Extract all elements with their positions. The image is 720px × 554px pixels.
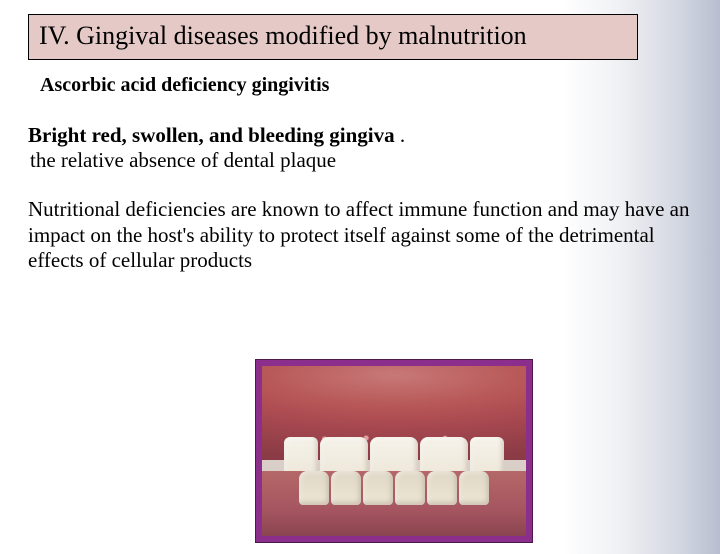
symptom-block: Bright red, swollen, and bleeding gingiv… xyxy=(28,123,678,173)
tooth xyxy=(363,471,393,505)
symptom-line2: the relative absence of dental plaque xyxy=(30,148,678,173)
tooth xyxy=(395,471,425,505)
tooth xyxy=(459,471,489,505)
body-paragraph: Nutritional deficiencies are known to af… xyxy=(28,197,690,273)
symptom-tail: . xyxy=(395,123,406,147)
subtitle: Ascorbic acid deficiency gingivitis xyxy=(40,74,720,97)
section-title: IV. Gingival diseases modified by malnut… xyxy=(39,21,527,50)
tooth xyxy=(331,471,361,505)
clinical-image xyxy=(262,366,526,536)
section-title-box: IV. Gingival diseases modified by malnut… xyxy=(28,14,638,60)
tooth xyxy=(299,471,329,505)
symptom-bold: Bright red, swollen, and bleeding gingiv… xyxy=(28,123,395,147)
tooth xyxy=(427,471,457,505)
image-frame xyxy=(255,359,533,543)
lower-teeth-row xyxy=(262,471,526,505)
